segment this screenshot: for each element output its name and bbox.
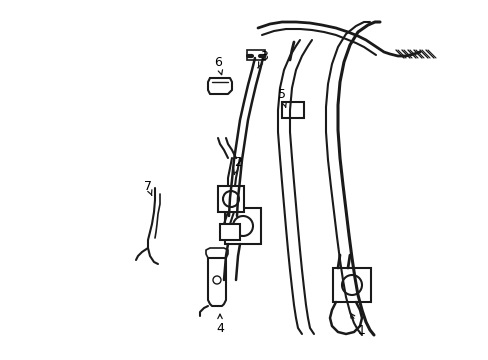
Text: 1: 1	[350, 314, 365, 337]
Bar	[246, 50, 264, 60]
Circle shape	[341, 275, 361, 295]
Text: 5: 5	[278, 89, 286, 107]
Text: 2: 2	[233, 156, 242, 174]
Text: 3: 3	[258, 49, 267, 68]
Circle shape	[232, 216, 252, 236]
Bar	[332, 268, 370, 302]
Bar	[224, 208, 261, 244]
Bar	[220, 224, 240, 240]
Text: 6: 6	[214, 55, 222, 75]
Bar	[282, 102, 304, 118]
Circle shape	[213, 276, 221, 284]
Text: 4: 4	[216, 314, 224, 334]
Bar	[218, 186, 244, 212]
Text: 7: 7	[143, 180, 152, 195]
Circle shape	[223, 191, 239, 207]
